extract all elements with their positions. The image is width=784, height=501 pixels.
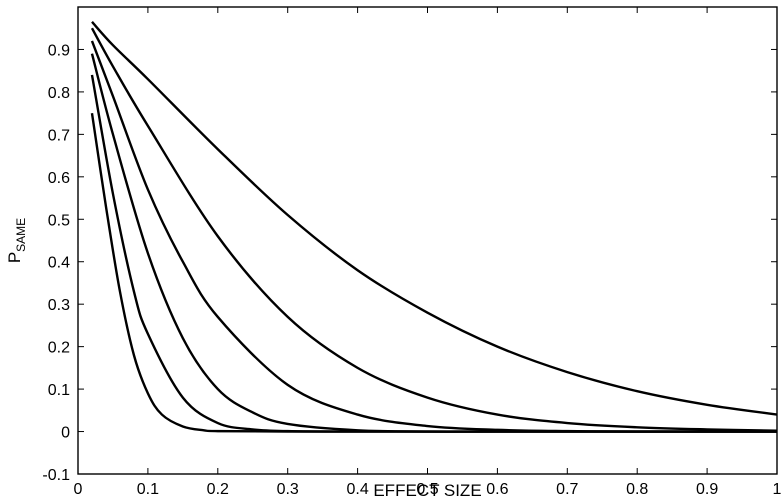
x-tick-label: 1 (773, 481, 782, 498)
y-tick-label: 0 (61, 425, 70, 442)
y-tick-label: 0.1 (48, 382, 70, 399)
y-tick-label: 0.7 (48, 127, 70, 144)
x-axis-ticks: 0 0.1 0.2 0.3 0.4 0.5 0.6 0.7 0.8 0.9 1 (74, 7, 782, 498)
x-tick-label: 0.1 (137, 481, 159, 498)
x-tick-label: 0.8 (626, 481, 648, 498)
series-line-1 (91, 21, 778, 416)
x-tick-label: 0.7 (556, 481, 578, 498)
y-tick-label: -0.1 (42, 467, 70, 484)
y-tick-label: 0.2 (48, 340, 70, 357)
x-axis-label: EFFECT SIZE (373, 481, 481, 500)
y-axis-label-subscript: SAME (14, 218, 28, 252)
series-lines (90, 21, 778, 433)
y-tick-label: 0.6 (48, 170, 70, 187)
y-axis-label: PSAME (5, 218, 28, 263)
x-tick-label: 0.3 (277, 481, 299, 498)
y-tick-label: 0.5 (48, 212, 70, 229)
x-tick-label: 0.9 (696, 481, 718, 498)
y-tick-label: 0.9 (48, 42, 70, 59)
series-line-2 (90, 27, 778, 432)
series-line-6 (90, 112, 777, 433)
x-tick-label: 0.2 (207, 481, 229, 498)
x-tick-label: 0 (74, 481, 83, 498)
y-axis-ticks: -0.1 0 0.1 0.2 0.3 0.4 0.5 0.6 0.7 0.8 0.9 (42, 42, 777, 484)
y-tick-label: 0.3 (48, 297, 70, 314)
y-tick-label: 0.8 (48, 85, 70, 102)
x-tick-label: 0.4 (346, 481, 368, 498)
y-tick-label: 0.4 (48, 255, 70, 272)
x-tick-label: 0.5 (416, 481, 438, 498)
x-tick-label: 0.6 (486, 481, 508, 498)
y-axis-label-main: P (5, 252, 24, 263)
